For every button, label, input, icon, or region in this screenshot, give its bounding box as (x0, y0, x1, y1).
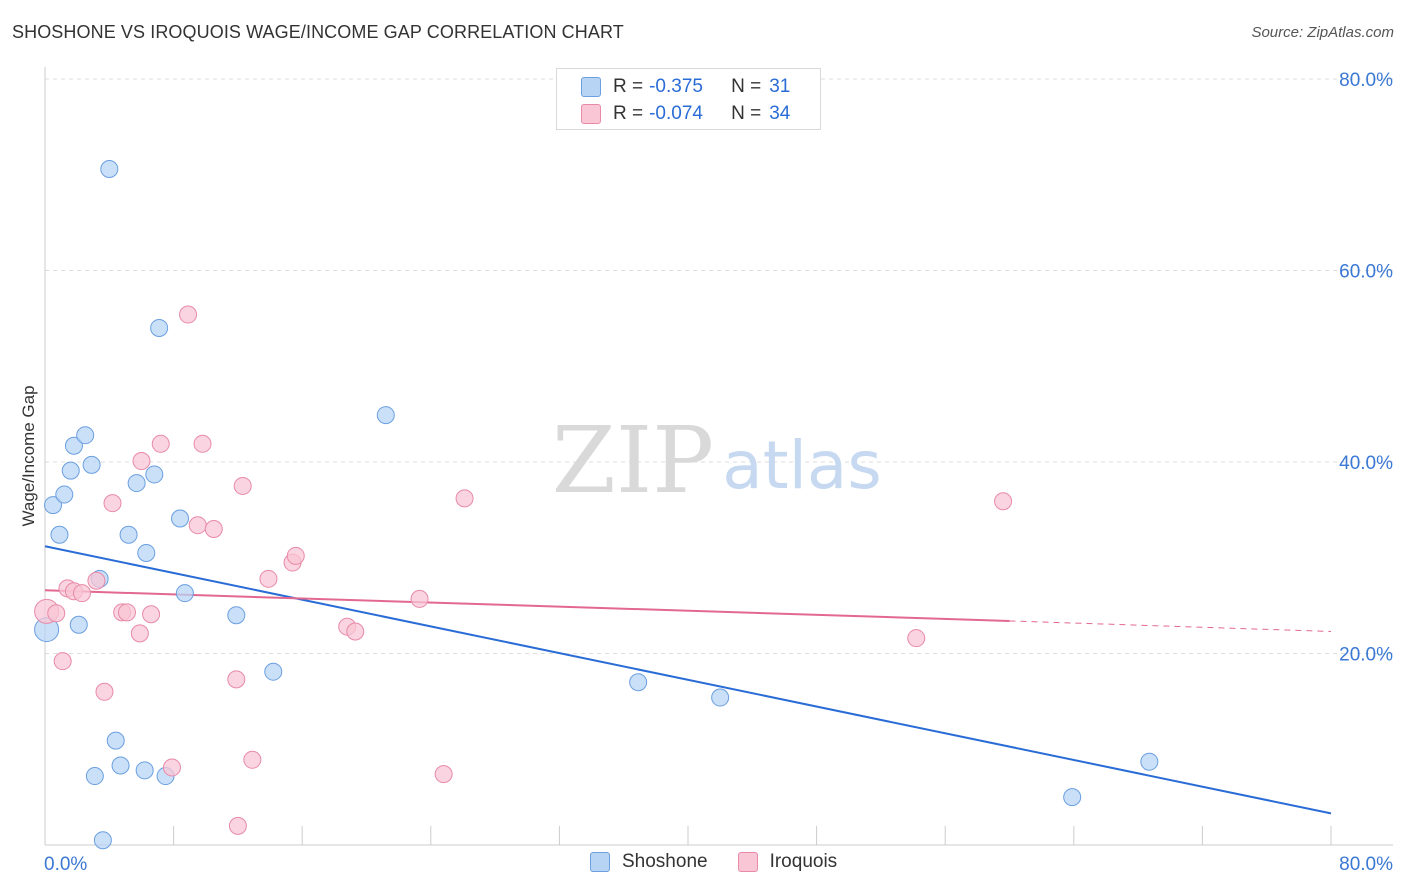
iroquois-point[interactable] (142, 605, 161, 624)
iroquois-point[interactable] (132, 452, 151, 471)
watermark-zip: ZIP (552, 407, 714, 514)
chart-title: SHOSHONE VS IROQUOIS WAGE/INCOME GAP COR… (12, 22, 624, 42)
shoshone-point[interactable] (150, 318, 169, 337)
shoshone-point[interactable] (64, 436, 83, 455)
shoshone-point[interactable] (137, 543, 156, 562)
legend-label-iroquois: Iroquois (769, 851, 838, 872)
iroquois-point[interactable] (243, 750, 262, 769)
shoshone-point[interactable] (264, 662, 283, 681)
legend-box: R = -0.375 N = 31 R = -0.074 N = 34 (556, 68, 821, 130)
iroquois-point[interactable] (434, 765, 453, 784)
iroquois-point[interactable] (259, 569, 278, 588)
shoshone-point[interactable] (44, 496, 63, 515)
iroquois-swatch (581, 104, 601, 124)
iroquois-point[interactable] (47, 604, 66, 623)
iroquois-point[interactable] (193, 434, 212, 453)
y-tick-label: 60.0% (1339, 262, 1393, 283)
iroquois-point[interactable] (188, 516, 207, 535)
legend-label-shoshone: Shoshone (622, 851, 708, 872)
data-points (34, 160, 1159, 850)
legend-item-shoshone[interactable]: Shoshone (590, 851, 708, 873)
iroquois-point[interactable] (286, 546, 305, 565)
x-tick-label: 80.0% (1339, 854, 1393, 875)
shoshone-point[interactable] (171, 509, 190, 528)
iroquois-point[interactable] (95, 682, 114, 701)
iroquois-point[interactable] (103, 494, 122, 513)
shoshone-point[interactable] (145, 465, 164, 484)
shoshone-point[interactable] (82, 455, 101, 474)
axes (44, 67, 1393, 846)
iroquois-point[interactable] (228, 816, 247, 835)
iroquois-point[interactable] (455, 489, 474, 508)
legend-r-label: R = (613, 103, 644, 124)
shoshone-swatch (581, 77, 601, 97)
trend-lines (44, 545, 1332, 815)
shoshone-point[interactable] (55, 485, 74, 504)
watermark-atlas: atlas (722, 427, 882, 504)
legend-n-value: 34 (769, 103, 791, 124)
iroquois-point[interactable] (117, 603, 136, 622)
shoshone-point[interactable] (50, 525, 69, 544)
shoshone-point[interactable] (69, 615, 88, 634)
iroquois-point[interactable] (151, 434, 170, 453)
shoshone-trend-line (44, 545, 1332, 815)
shoshone-point[interactable] (127, 474, 146, 493)
shoshone-point[interactable] (629, 673, 648, 692)
grid-lines (45, 78, 1393, 654)
iroquois-point[interactable] (227, 670, 246, 689)
shoshone-point[interactable] (111, 756, 130, 775)
legend-row-shoshone: R = -0.375 N = 31 (581, 74, 790, 100)
iroquois-point[interactable] (204, 520, 223, 539)
legend-n-label: N = (731, 103, 762, 124)
legend-r-value: -0.074 (649, 103, 703, 124)
shoshone-point[interactable] (711, 688, 730, 707)
legend-r-value: -0.375 (649, 76, 703, 97)
iroquois-trend-line (44, 589, 1010, 622)
iroquois-point[interactable] (87, 571, 106, 590)
iroquois-point[interactable] (346, 622, 365, 641)
legend-r-label: R = (613, 76, 644, 97)
shoshone-point[interactable] (106, 731, 125, 750)
bottom-legend: Shoshone Iroquois (590, 851, 867, 873)
shoshone-point[interactable] (175, 584, 194, 603)
legend-item-iroquois[interactable]: Iroquois (737, 851, 838, 873)
y-tick-label: 40.0% (1339, 453, 1393, 474)
iroquois-trend-extension (1009, 620, 1332, 632)
legend-n-value: 31 (769, 76, 791, 97)
iroquois-point[interactable] (53, 652, 72, 671)
iroquois-point[interactable] (907, 629, 926, 648)
y-tick-label: 80.0% (1339, 70, 1393, 91)
shoshone-point[interactable] (119, 525, 138, 544)
x-tick-label: 0.0% (44, 854, 87, 875)
iroquois-point[interactable] (130, 624, 149, 643)
shoshone-point[interactable] (100, 160, 119, 179)
shoshone-point[interactable] (135, 761, 154, 780)
source-label: Source: ZipAtlas.com (1251, 24, 1394, 41)
iroquois-swatch (737, 852, 758, 872)
shoshone-point[interactable] (76, 426, 95, 445)
axis-labels: 20.0% 40.0% 60.0% 80.0% 0.0% 80.0% Wage/Income… (19, 70, 1393, 875)
shoshone-point[interactable] (376, 406, 395, 425)
legend-row-iroquois: R = -0.074 N = 34 (581, 101, 790, 127)
shoshone-point[interactable] (1140, 752, 1159, 771)
iroquois-point[interactable] (72, 584, 91, 603)
shoshone-point[interactable] (227, 606, 246, 625)
iroquois-point[interactable] (162, 758, 181, 777)
iroquois-point[interactable] (410, 589, 429, 608)
legend-n-label: N = (731, 76, 762, 97)
shoshone-swatch (590, 852, 610, 872)
iroquois-point[interactable] (179, 305, 198, 324)
y-axis-label: Wage/Income Gap (19, 385, 38, 526)
iroquois-point[interactable] (994, 492, 1013, 511)
shoshone-point[interactable] (1063, 788, 1082, 807)
shoshone-point[interactable] (93, 831, 112, 850)
y-tick-label: 20.0% (1339, 645, 1393, 666)
iroquois-point[interactable] (233, 476, 252, 495)
shoshone-point[interactable] (85, 767, 104, 786)
shoshone-point[interactable] (61, 461, 80, 480)
